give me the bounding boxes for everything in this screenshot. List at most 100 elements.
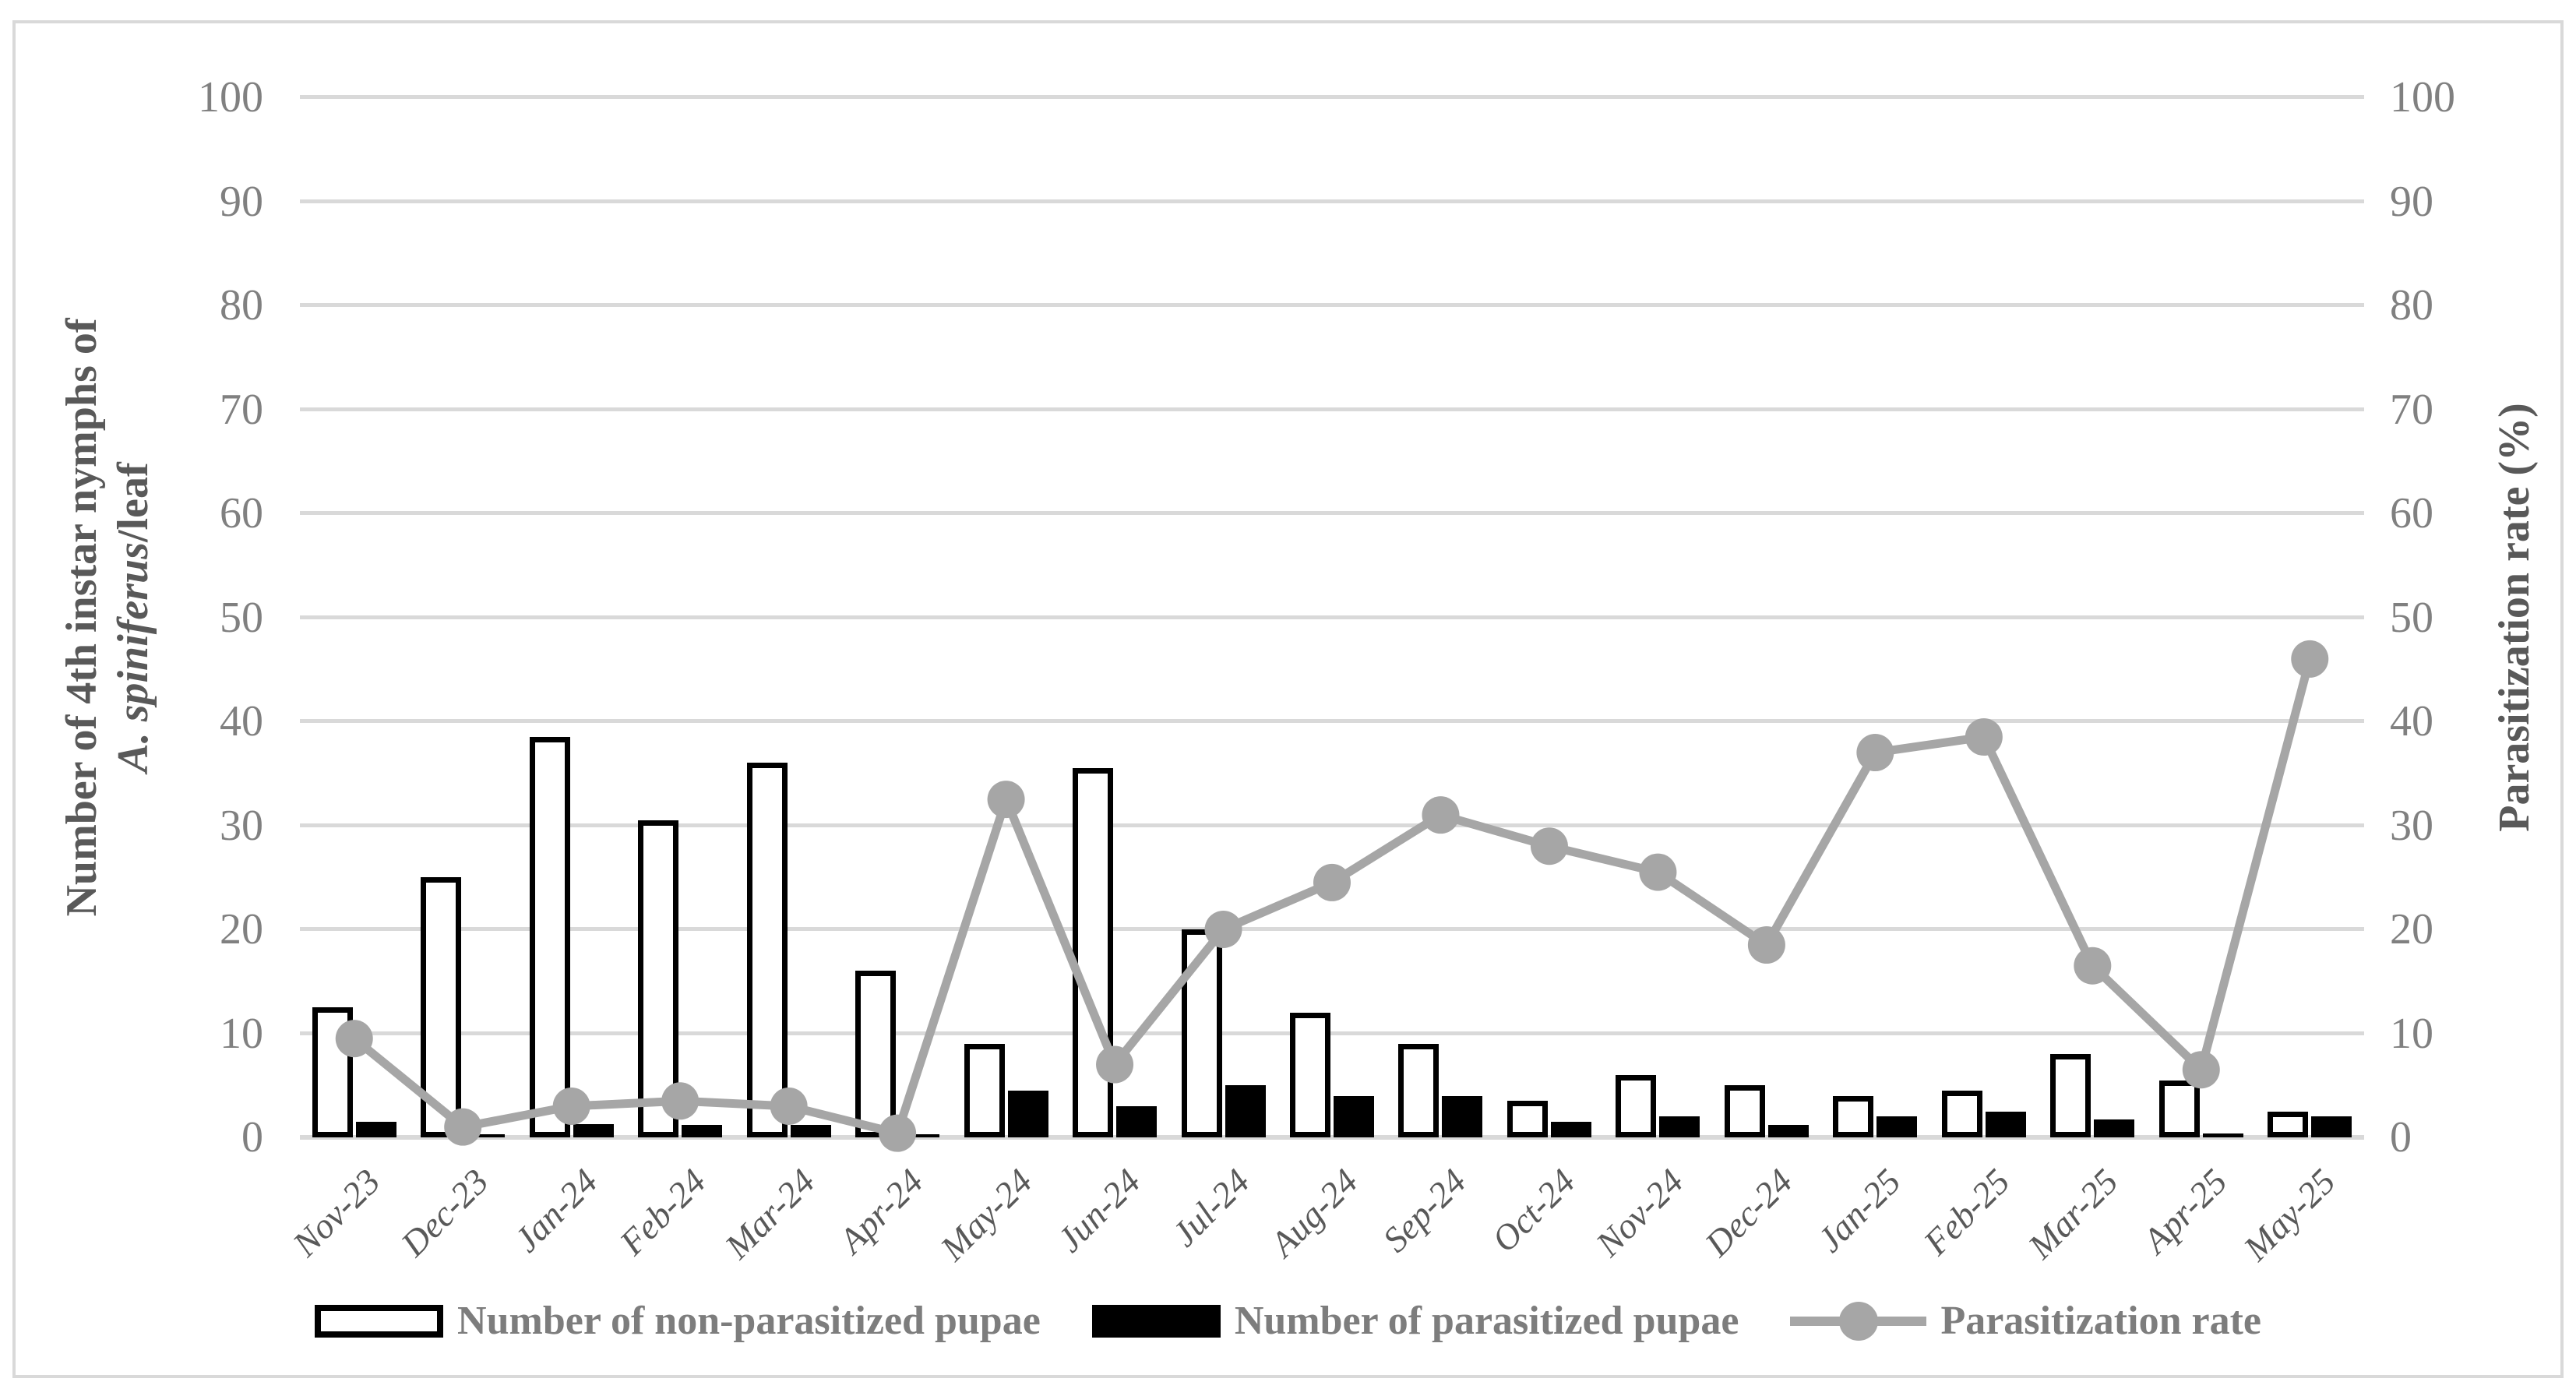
legend-swatch-rate-line <box>1790 1301 1927 1341</box>
gridline-50 <box>300 615 2364 619</box>
chart-figure: Number of 4th instar nymphs of A. spinif… <box>12 20 2564 1378</box>
legend-item-non-parasitized: Number of non-parasitized pupae <box>315 1298 1041 1344</box>
parasitization-rate-line <box>335 640 2329 1152</box>
bar-non-parasitized-Jun-24 <box>1073 768 1114 1137</box>
bar-non-parasitized-Sep-24 <box>1398 1043 1440 1137</box>
bar-parasitized-Oct-24 <box>1550 1121 1591 1137</box>
right-tick-30: 30 <box>2390 801 2433 850</box>
bar-parasitized-Dec-23 <box>464 1134 506 1137</box>
rate-marker-Dec-24 <box>1747 926 1785 964</box>
gridline-90 <box>300 199 2364 203</box>
legend-rate-marker-icon <box>1838 1301 1878 1341</box>
bar-parasitized-Dec-24 <box>1767 1124 1809 1137</box>
left-tick-30: 30 <box>220 801 263 850</box>
bar-parasitized-Feb-25 <box>1985 1111 2026 1137</box>
left-tick-10: 10 <box>220 1009 263 1058</box>
right-tick-10: 10 <box>2390 1009 2433 1058</box>
bar-non-parasitized-Nov-24 <box>1616 1074 1657 1137</box>
bar-parasitized-Apr-24 <box>899 1134 940 1137</box>
gridline-100 <box>300 95 2364 99</box>
x-axis-line <box>300 1135 2364 1140</box>
right-tick-50: 50 <box>2390 593 2433 642</box>
left-tick-90: 90 <box>220 177 263 226</box>
rate-marker-Dec-23 <box>444 1108 482 1146</box>
legend-label-parasitized: Number of parasitized pupae <box>1234 1299 1739 1343</box>
legend-item-parasitized: Number of parasitized pupae <box>1091 1298 1739 1344</box>
gridline-70 <box>300 407 2364 411</box>
left-tick-70: 70 <box>220 385 263 434</box>
right-tick-0: 0 <box>2390 1113 2412 1162</box>
right-tick-40: 40 <box>2390 697 2433 746</box>
bar-parasitized-Aug-24 <box>1334 1095 1374 1137</box>
rate-marker-Jan-25 <box>1856 734 1894 772</box>
gridline-10 <box>300 1031 2364 1035</box>
rate-marker-Feb-25 <box>1965 718 2003 756</box>
left-tick-40: 40 <box>220 697 263 746</box>
legend-label-non-parasitized: Number of non-parasitized pupae <box>457 1299 1041 1343</box>
rate-marker-Jul-24 <box>1204 911 1242 948</box>
gridline-40 <box>300 719 2364 723</box>
gridline-30 <box>300 823 2364 827</box>
bar-non-parasitized-May-24 <box>964 1043 1005 1137</box>
bar-parasitized-Jul-24 <box>1225 1085 1266 1137</box>
bar-non-parasitized-Jan-24 <box>529 737 570 1137</box>
left-tick-0: 0 <box>241 1113 263 1162</box>
right-tick-70: 70 <box>2390 385 2433 434</box>
bar-non-parasitized-Feb-25 <box>1941 1090 1982 1137</box>
rate-marker-Oct-24 <box>1530 827 1568 865</box>
rate-marker-Aug-24 <box>1313 863 1351 901</box>
bar-parasitized-Jan-25 <box>1876 1116 1918 1137</box>
left-tick-20: 20 <box>220 905 263 954</box>
left-tick-80: 80 <box>220 281 263 330</box>
right-tick-20: 20 <box>2390 905 2433 954</box>
rate-marker-Mar-25 <box>2074 947 2112 985</box>
bar-parasitized-Feb-24 <box>682 1124 723 1137</box>
left-tick-50: 50 <box>220 593 263 642</box>
gridline-80 <box>300 303 2364 307</box>
bar-non-parasitized-Jan-25 <box>1833 1095 1874 1137</box>
plot-area <box>300 95 2364 1152</box>
bar-non-parasitized-May-25 <box>2268 1111 2309 1137</box>
bar-parasitized-Mar-24 <box>790 1124 831 1137</box>
rate-marker-Apr-24 <box>879 1114 917 1152</box>
rate-marker-Apr-25 <box>2182 1051 2220 1089</box>
right-tick-80: 80 <box>2390 281 2433 330</box>
bar-parasitized-Nov-23 <box>355 1121 396 1137</box>
left-tick-100: 100 <box>198 73 263 122</box>
bar-parasitized-Apr-25 <box>2202 1133 2243 1137</box>
bar-non-parasitized-Dec-23 <box>421 877 462 1137</box>
bar-parasitized-May-24 <box>1007 1090 1048 1137</box>
legend-swatch-black-bar <box>1091 1304 1221 1338</box>
rate-marker-Sep-24 <box>1422 796 1460 834</box>
rate-marker-Nov-23 <box>335 1020 373 1058</box>
bar-parasitized-Jan-24 <box>573 1123 614 1137</box>
right-tick-100: 100 <box>2390 73 2455 122</box>
bar-parasitized-Mar-25 <box>2094 1119 2135 1137</box>
rate-marker-Nov-24 <box>1639 853 1677 891</box>
legend-item-rate: Parasitization rate <box>1790 1298 2261 1344</box>
right-tick-90: 90 <box>2390 177 2433 226</box>
legend-swatch-white-bar <box>315 1304 444 1338</box>
rate-marker-May-25 <box>2291 640 2329 678</box>
legend: Number of non-parasitized pupae Number o… <box>16 1298 2560 1344</box>
bar-non-parasitized-Mar-25 <box>2050 1054 2091 1137</box>
legend-label-rate: Parasitization rate <box>1940 1299 2261 1343</box>
bar-non-parasitized-Apr-25 <box>2158 1080 2200 1137</box>
bar-non-parasitized-Jul-24 <box>1181 929 1222 1137</box>
right-tick-60: 60 <box>2390 489 2433 538</box>
bar-parasitized-Jun-24 <box>1116 1105 1158 1137</box>
rate-marker-Jan-24 <box>552 1087 590 1125</box>
bar-non-parasitized-Apr-24 <box>855 971 897 1137</box>
bar-non-parasitized-Dec-24 <box>1724 1085 1765 1137</box>
rate-marker-Mar-24 <box>770 1087 808 1125</box>
rate-marker-May-24 <box>987 781 1025 819</box>
rate-marker-Jun-24 <box>1096 1045 1134 1084</box>
bar-non-parasitized-Oct-24 <box>1506 1101 1548 1137</box>
bar-non-parasitized-Mar-24 <box>746 763 788 1137</box>
bar-non-parasitized-Aug-24 <box>1290 1012 1330 1137</box>
bar-parasitized-Nov-24 <box>1659 1116 1700 1137</box>
bar-parasitized-May-25 <box>2311 1116 2352 1137</box>
gridline-60 <box>300 511 2364 515</box>
left-tick-60: 60 <box>220 489 263 538</box>
left-axis-title-line1: Number of 4th instar nymphs of <box>58 318 106 917</box>
